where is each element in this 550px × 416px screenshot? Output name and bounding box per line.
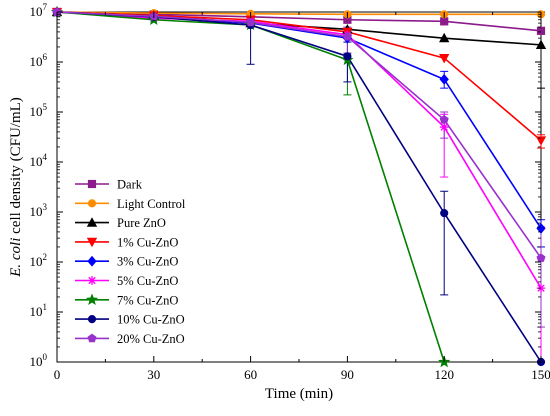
x-tick-label: 0 (54, 367, 61, 382)
data-point-20pct-cu-zno (536, 253, 546, 262)
y-tick-label: 102 (30, 252, 48, 269)
series-line-20pct-cu-zno (56, 11, 542, 259)
legend-label-10pct-cu-zno: 10% Cu-ZnO (117, 313, 185, 327)
x-axis: 0 30 60 90 120 150 (54, 12, 550, 382)
data-point-pure-zno (535, 39, 547, 49)
y-tick-label: 107 (30, 2, 48, 19)
series-line-5pct-cu-zno (56, 11, 542, 289)
legend-swatch-marker-5pct-cu-zno (87, 276, 97, 285)
legend-label-7pct-cu-zno: 7% Cu-ZnO (117, 293, 178, 307)
error-bars (246, 11, 545, 363)
data-point-1pct-cu-zno (535, 136, 547, 146)
x-axis-title: Time (min) (265, 386, 333, 402)
x-tick-label: 150 (531, 367, 550, 382)
data-point-10pct-cu-zno (343, 52, 352, 61)
y-axis: 100 101 102 103 104 105 106 107 (30, 2, 541, 369)
legend-label-1pct-cu-zno: 1% Cu-ZnO (117, 235, 178, 249)
y-tick-label: 103 (30, 202, 48, 219)
x-tick-label: 120 (434, 367, 454, 382)
data-point-10pct-cu-zno (440, 209, 449, 218)
x-tick-label: 30 (147, 367, 160, 382)
data-point-dark (440, 17, 449, 26)
series-line-dark (56, 11, 542, 32)
legend-swatch-marker-10pct-cu-zno (87, 315, 97, 324)
data-point-5pct-cu-zno (439, 122, 449, 132)
y-tick-label: 104 (30, 152, 48, 169)
legend: Dark Light Control Pure ZnO 1% Cu-ZnO 3% Cu-… (75, 178, 186, 346)
data-point-1pct-cu-zno (439, 53, 450, 64)
legend-swatch-marker-20pct-cu-zno (87, 333, 97, 343)
data-point-20pct-cu-zno (342, 31, 352, 41)
legend-swatch-marker-light-control (87, 199, 97, 208)
x-tick-label: 90 (341, 367, 354, 382)
y-tick-label: 105 (30, 102, 48, 119)
y-axis-title-rest: cell density (CFU/mL) (8, 97, 24, 237)
y-tick-label: 106 (30, 52, 48, 69)
legend-swatch-marker-1pct-cu-zno (86, 237, 98, 248)
y-axis-title: E. coli cell density (CFU/mL) (8, 97, 24, 278)
data-point-20pct-cu-zno (439, 114, 449, 124)
legend-label-3pct-cu-zno: 3% Cu-ZnO (117, 255, 178, 269)
data-point-pure-zno (439, 32, 450, 43)
legend-swatch-marker-7pct-cu-zno (85, 293, 99, 306)
data-point-3pct-cu-zno (439, 73, 449, 85)
data-point-dark (536, 26, 546, 35)
legend-swatch-marker-dark (87, 179, 97, 189)
data-point-20pct-cu-zno (246, 17, 256, 27)
legend-swatch-marker-pure-zno (86, 217, 98, 227)
x-tick-label: 60 (244, 367, 257, 382)
legend-label-pure-zno: Pure ZnO (117, 216, 166, 230)
legend-swatch-marker-3pct-cu-zno (87, 255, 97, 267)
legend-label-20pct-cu-zno: 20% Cu-ZnO (117, 332, 185, 346)
legend-label-dark: Dark (117, 178, 143, 192)
legend-label-light-control: Light Control (117, 197, 186, 211)
y-tick-label: 100 (30, 352, 48, 369)
y-tick-label: 101 (30, 302, 48, 319)
legend-label-5pct-cu-zno: 5% Cu-ZnO (117, 274, 178, 288)
y-axis-title-italic: E. coli (8, 238, 24, 278)
